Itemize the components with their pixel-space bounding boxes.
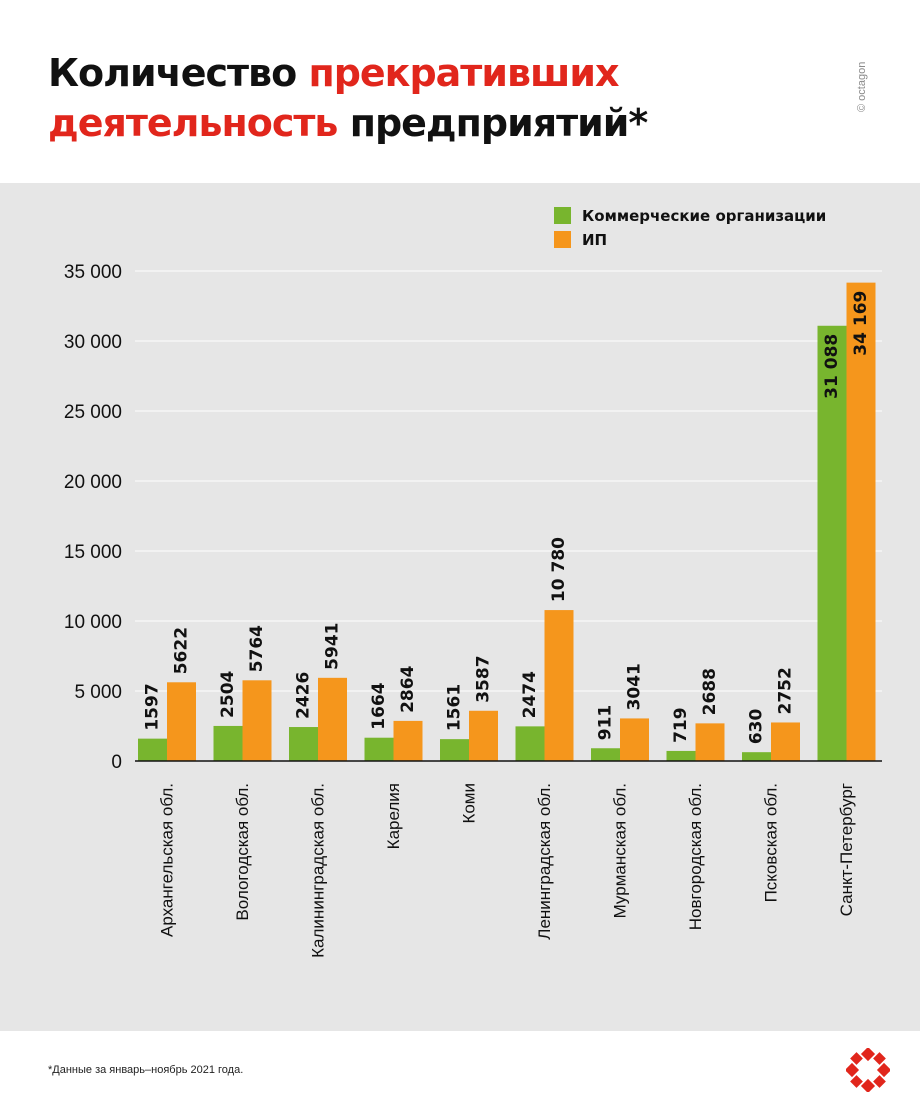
title-line-2: деятельность предприятий* bbox=[48, 98, 649, 148]
data-label: 5764 bbox=[247, 625, 267, 672]
y-tick-label: 5 000 bbox=[74, 682, 122, 703]
data-label: 2426 bbox=[294, 672, 314, 719]
data-label: 10 780 bbox=[549, 537, 569, 602]
bar-ip bbox=[393, 720, 423, 761]
data-label: 5941 bbox=[323, 622, 343, 669]
bar-commercial bbox=[289, 727, 318, 761]
x-tick-label: Вологодская обл. bbox=[233, 783, 252, 921]
data-label: 5622 bbox=[172, 627, 192, 674]
bar-commercial bbox=[138, 738, 167, 761]
bar-ip bbox=[846, 282, 876, 761]
footnote: *Данные за январь–ноябрь 2021 года. bbox=[48, 1064, 244, 1076]
y-tick-label: 10 000 bbox=[64, 612, 122, 633]
data-label: 3587 bbox=[474, 655, 494, 702]
bar-commercial bbox=[213, 725, 243, 761]
x-tick-label: Псковская обл. bbox=[762, 783, 781, 902]
bar-commercial bbox=[666, 750, 696, 761]
bar-ip bbox=[695, 723, 725, 761]
chart-title: Количество прекративших деятельность пре… bbox=[48, 48, 649, 148]
data-label: 630 bbox=[747, 709, 767, 745]
bar-commercial bbox=[742, 752, 771, 761]
data-label: 1561 bbox=[445, 684, 465, 731]
y-tick-label: 30 000 bbox=[64, 332, 122, 353]
x-tick-label: Коми bbox=[460, 783, 479, 824]
bar-ip bbox=[318, 677, 347, 761]
data-label: 1597 bbox=[143, 683, 163, 730]
legend-label: Коммерческие организации bbox=[582, 207, 826, 225]
x-tick-label: Санкт-Петербург bbox=[837, 783, 856, 916]
data-label: 31 088 bbox=[822, 334, 842, 399]
x-tick-label: Архангельская обл. bbox=[158, 783, 177, 937]
data-label: 3041 bbox=[625, 663, 645, 710]
bar-commercial bbox=[440, 739, 469, 761]
bar-ip bbox=[469, 710, 498, 761]
data-label: 2474 bbox=[520, 671, 540, 718]
data-label: 2864 bbox=[398, 665, 418, 712]
chart-panel bbox=[0, 183, 920, 1031]
bar-ip bbox=[242, 680, 272, 761]
bar-ip bbox=[771, 722, 800, 761]
data-label: 719 bbox=[671, 707, 691, 743]
bar-ip bbox=[544, 610, 574, 761]
bar-commercial bbox=[364, 737, 394, 761]
data-label: 1664 bbox=[369, 682, 389, 729]
copyright-credit: © octagon bbox=[856, 61, 868, 112]
title-part: предприятий* bbox=[349, 101, 649, 145]
y-tick-label: 25 000 bbox=[64, 402, 122, 423]
octagon-logo-icon bbox=[846, 1048, 890, 1092]
bar-commercial bbox=[515, 726, 545, 761]
bar-commercial bbox=[591, 748, 620, 761]
title-part-highlight: деятельность bbox=[48, 101, 338, 145]
bar-ip bbox=[620, 718, 649, 761]
data-label: 911 bbox=[596, 705, 616, 741]
data-label: 2688 bbox=[700, 668, 720, 715]
legend-label: ИП bbox=[582, 231, 607, 249]
x-tick-label: Ленинградская обл. bbox=[535, 783, 554, 940]
title-part: Количество bbox=[48, 51, 297, 95]
x-tick-label: Калининградская обл. bbox=[309, 783, 328, 958]
x-tick-label: Карелия bbox=[384, 783, 403, 849]
legend-swatch-ip bbox=[554, 231, 571, 248]
y-tick-label: 15 000 bbox=[64, 542, 122, 563]
y-tick-label: 20 000 bbox=[64, 472, 122, 493]
bar-ip bbox=[167, 682, 196, 761]
legend-swatch-commercial bbox=[554, 207, 571, 224]
bar-commercial bbox=[817, 325, 847, 761]
y-tick-label: 0 bbox=[111, 752, 122, 773]
bar-chart: 0 5 000 10 000 15 000 20 000 25 000 30 000 35 0… bbox=[64, 207, 882, 958]
y-tick-label: 35 000 bbox=[64, 262, 122, 283]
title-line-1: Количество прекративших bbox=[48, 48, 647, 98]
data-label: 2752 bbox=[776, 667, 796, 714]
x-tick-label: Мурманская обл. bbox=[611, 783, 630, 918]
data-label: 2504 bbox=[218, 670, 238, 717]
data-label: 34 169 bbox=[851, 291, 871, 356]
x-tick-label: Новгородская обл. bbox=[686, 783, 705, 930]
title-part-highlight: прекративших bbox=[308, 51, 619, 95]
